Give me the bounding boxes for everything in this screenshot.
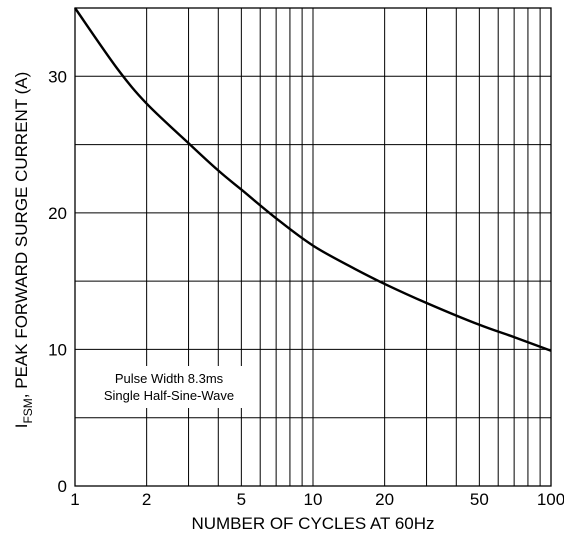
grid: [75, 8, 551, 486]
x-tick-label: 2: [142, 490, 151, 509]
x-tick-label: 20: [375, 490, 394, 509]
x-axis-label: NUMBER OF CYCLES AT 60Hz: [191, 514, 434, 533]
x-tick-label: 5: [237, 490, 246, 509]
x-tick-label: 100: [537, 490, 564, 509]
x-tick-label: 50: [470, 490, 489, 509]
curve-layer: [74, 7, 552, 352]
annotation-background: [84, 366, 255, 408]
y-tick-label: 20: [48, 204, 67, 223]
annotation-line-2: Single Half-Sine-Wave: [104, 388, 234, 403]
x-tick-label: 1: [70, 490, 79, 509]
y-axis-label: IFSM, PEAK FORWARD SURGE CURRENT (A): [12, 72, 35, 429]
y-axis-label-subscript: FSM: [21, 398, 35, 423]
surge-current-curve: [74, 7, 552, 352]
x-tick-label: 10: [304, 490, 323, 509]
plot-border: [74, 7, 552, 487]
y-tick-label: 0: [58, 477, 67, 496]
y-axis-label-main: I: [12, 424, 31, 429]
y-axis-label-rest: , PEAK FORWARD SURGE CURRENT (A): [12, 72, 31, 399]
annotation-box: Pulse Width 8.3ms Single Half-Sine-Wave: [84, 366, 255, 408]
y-tick-label: 10: [48, 340, 67, 359]
plot-frame: [74, 7, 552, 487]
y-tick-label: 30: [48, 67, 67, 86]
tick-labels: 1 2 5 10 20 50 100 0 10 20 30: [48, 67, 564, 509]
annotation-line-1: Pulse Width 8.3ms: [115, 371, 224, 386]
